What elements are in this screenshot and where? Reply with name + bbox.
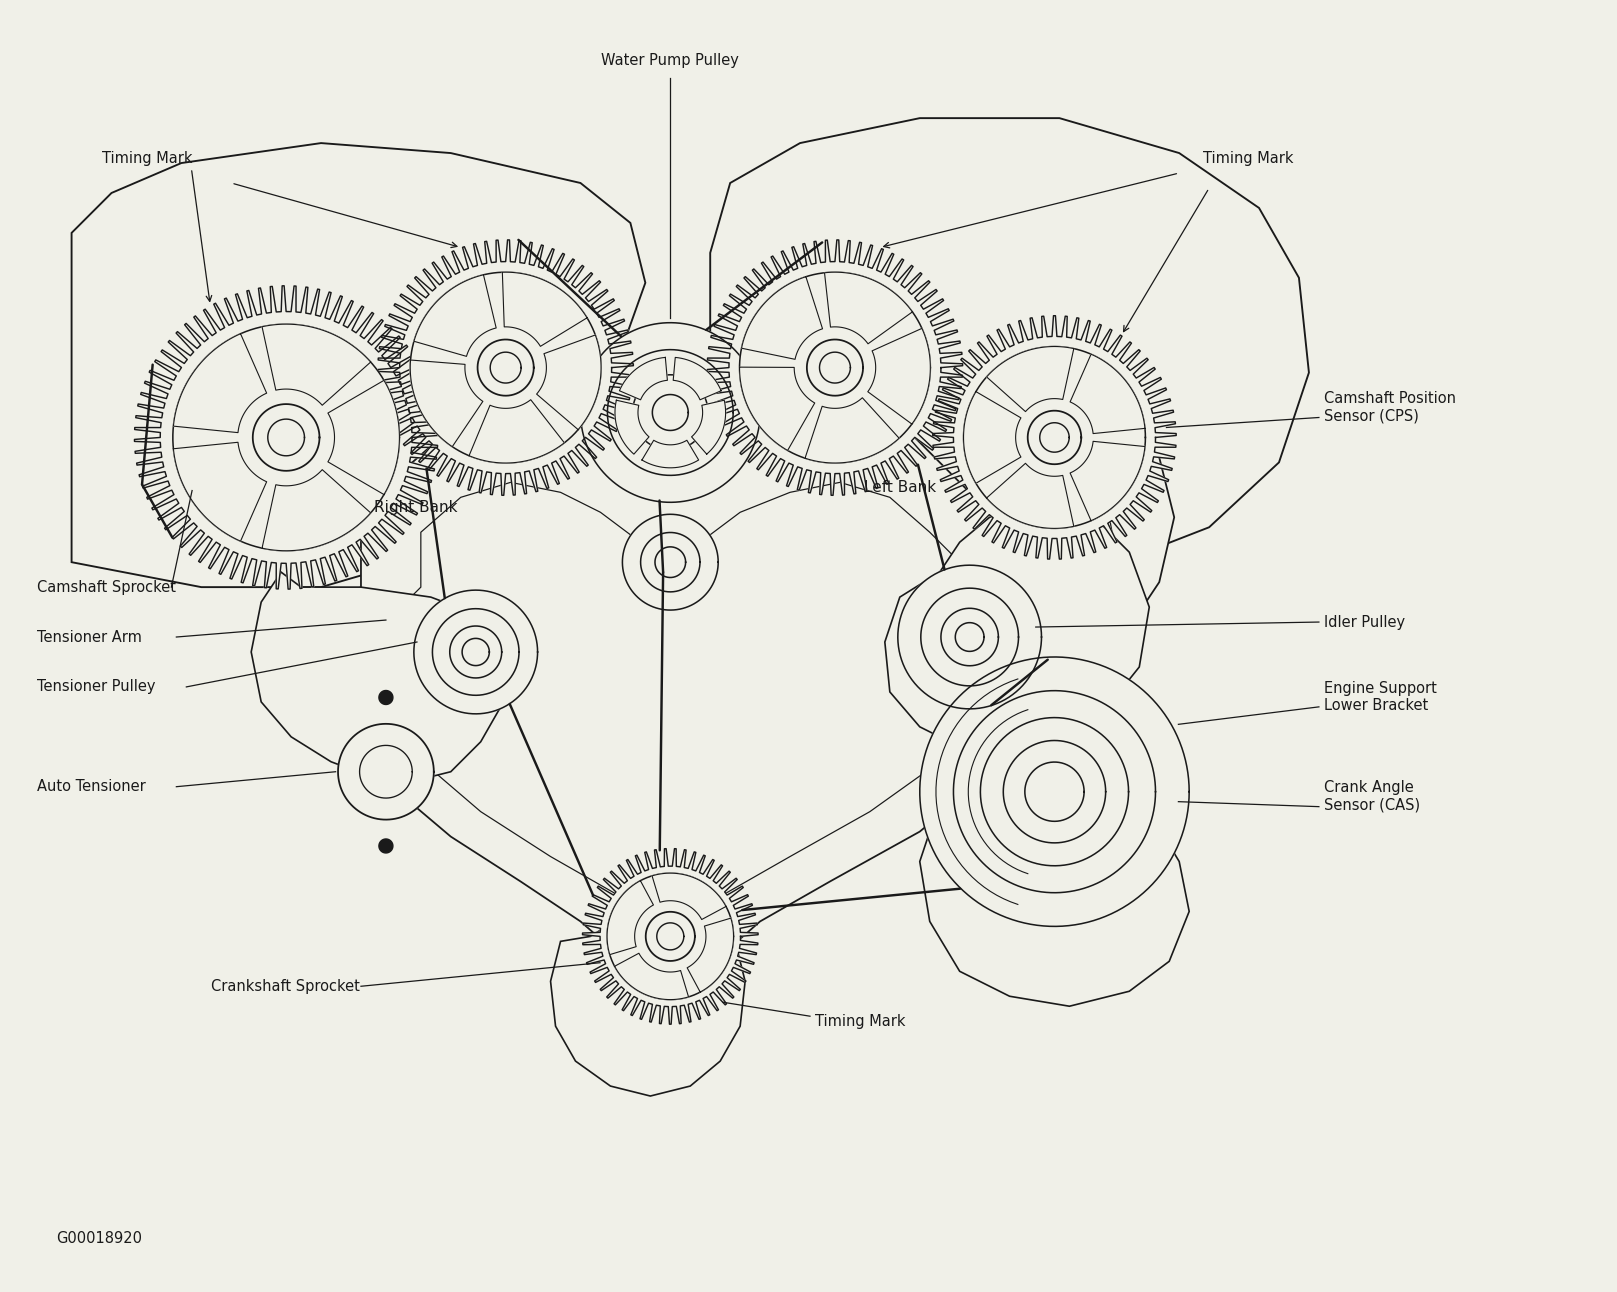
Text: Crank Angle
Sensor (CAS): Crank Angle Sensor (CAS) xyxy=(1324,780,1420,813)
Polygon shape xyxy=(623,514,718,610)
Text: Right Bank: Right Bank xyxy=(374,500,458,514)
Polygon shape xyxy=(825,273,912,344)
Polygon shape xyxy=(338,724,433,819)
Polygon shape xyxy=(262,324,370,406)
Polygon shape xyxy=(986,346,1074,412)
Polygon shape xyxy=(692,401,726,455)
Polygon shape xyxy=(897,565,1041,709)
Polygon shape xyxy=(673,358,721,399)
Polygon shape xyxy=(173,333,267,433)
Polygon shape xyxy=(469,399,564,463)
Polygon shape xyxy=(581,323,760,503)
Polygon shape xyxy=(503,273,587,346)
Polygon shape xyxy=(933,315,1176,559)
Polygon shape xyxy=(614,401,648,455)
Polygon shape xyxy=(322,407,1174,991)
Polygon shape xyxy=(268,419,304,456)
Polygon shape xyxy=(707,240,962,495)
Polygon shape xyxy=(251,572,511,782)
Polygon shape xyxy=(820,353,851,382)
Polygon shape xyxy=(252,404,320,470)
Polygon shape xyxy=(378,240,634,495)
Polygon shape xyxy=(687,919,734,992)
Text: Idler Pulley: Idler Pulley xyxy=(1324,615,1405,629)
Polygon shape xyxy=(262,470,370,550)
Polygon shape xyxy=(1070,354,1145,434)
Polygon shape xyxy=(550,897,745,1096)
Polygon shape xyxy=(606,873,734,1000)
Polygon shape xyxy=(411,360,483,447)
Polygon shape xyxy=(964,391,1020,483)
Polygon shape xyxy=(537,335,602,430)
Text: Left Bank: Left Bank xyxy=(863,479,936,495)
Polygon shape xyxy=(807,340,863,395)
Polygon shape xyxy=(134,286,438,589)
Polygon shape xyxy=(884,503,1188,1006)
Polygon shape xyxy=(868,328,930,424)
Text: Timing Mark: Timing Mark xyxy=(815,1014,906,1028)
Polygon shape xyxy=(642,441,699,468)
Text: Crankshaft Sprocket: Crankshaft Sprocket xyxy=(212,979,361,994)
Polygon shape xyxy=(986,464,1074,528)
Polygon shape xyxy=(1028,411,1082,464)
Text: G00018920: G00018920 xyxy=(57,1231,142,1245)
Polygon shape xyxy=(378,690,393,704)
Text: Timing Mark: Timing Mark xyxy=(102,151,192,165)
Polygon shape xyxy=(805,398,899,463)
Polygon shape xyxy=(71,143,645,587)
Polygon shape xyxy=(742,276,823,359)
Polygon shape xyxy=(739,273,930,463)
Polygon shape xyxy=(606,881,653,955)
Polygon shape xyxy=(490,353,521,382)
Polygon shape xyxy=(414,275,496,357)
Polygon shape xyxy=(477,340,534,395)
Polygon shape xyxy=(657,922,684,950)
Polygon shape xyxy=(173,442,267,541)
Polygon shape xyxy=(652,873,726,920)
Text: Engine Support
Lower Bracket: Engine Support Lower Bracket xyxy=(1324,681,1438,713)
Polygon shape xyxy=(710,118,1308,572)
Polygon shape xyxy=(173,324,399,550)
Polygon shape xyxy=(1070,442,1145,521)
Polygon shape xyxy=(614,953,689,1000)
Text: Camshaft Sprocket: Camshaft Sprocket xyxy=(37,580,176,594)
Text: Tensioner Pulley: Tensioner Pulley xyxy=(37,680,155,694)
Text: Timing Mark: Timing Mark xyxy=(1203,151,1294,165)
Polygon shape xyxy=(328,380,399,495)
Polygon shape xyxy=(739,367,815,451)
Polygon shape xyxy=(378,839,393,853)
Text: Water Pump Pulley: Water Pump Pulley xyxy=(602,53,739,68)
Polygon shape xyxy=(582,849,758,1025)
Polygon shape xyxy=(1040,422,1069,452)
Text: Camshaft Position
Sensor (CPS): Camshaft Position Sensor (CPS) xyxy=(1324,391,1455,424)
Polygon shape xyxy=(414,590,537,714)
Polygon shape xyxy=(411,273,602,463)
Text: Auto Tensioner: Auto Tensioner xyxy=(37,779,146,795)
Text: Tensioner Arm: Tensioner Arm xyxy=(37,629,142,645)
Polygon shape xyxy=(920,656,1188,926)
Polygon shape xyxy=(645,912,695,961)
Polygon shape xyxy=(964,346,1145,528)
Polygon shape xyxy=(619,358,668,399)
